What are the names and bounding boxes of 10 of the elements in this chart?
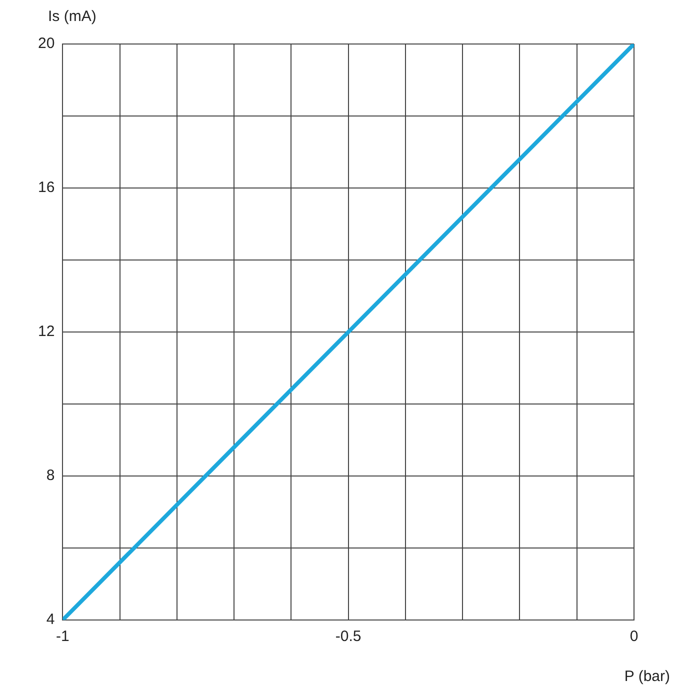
y-tick-label: 12	[38, 323, 55, 340]
y-tick-label: 4	[46, 611, 55, 628]
y-tick-label: 16	[38, 179, 55, 196]
x-tick-label: -1	[56, 628, 70, 646]
x-axis-title: P (bar)	[624, 668, 670, 685]
x-tick-label: -0.5	[335, 628, 362, 646]
x-tick-label: 0	[630, 628, 638, 646]
y-axis-title: Is (mA)	[48, 8, 96, 25]
y-tick-label: 20	[38, 35, 55, 52]
y-tick-label: 8	[46, 467, 55, 484]
